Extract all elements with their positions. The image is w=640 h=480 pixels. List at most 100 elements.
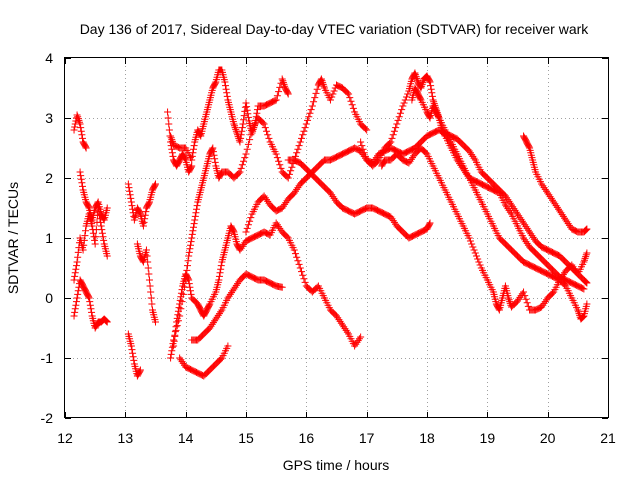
data-point — [317, 75, 325, 83]
data-point — [583, 225, 591, 233]
data-point — [419, 79, 427, 87]
data-point — [221, 82, 229, 90]
data-point — [427, 85, 435, 93]
data-point — [235, 169, 243, 177]
data-point — [523, 224, 531, 232]
data-point — [409, 154, 417, 162]
data-point — [304, 116, 312, 124]
data-point — [504, 205, 512, 213]
data-point — [186, 241, 194, 249]
data-point — [558, 211, 566, 219]
data-point — [341, 325, 349, 333]
y-axis-title: SDTVAR / TECUs — [5, 182, 21, 294]
data-point — [557, 209, 565, 217]
data-point — [465, 234, 473, 242]
data-point — [456, 160, 464, 168]
data-point — [102, 317, 110, 325]
data-point — [312, 89, 320, 97]
data-point — [176, 354, 184, 362]
x-tick-label: 14 — [178, 430, 194, 446]
data-point — [301, 278, 309, 286]
x-tick-label: 16 — [299, 430, 315, 446]
data-point — [142, 246, 150, 254]
series-arc-08 — [164, 108, 196, 176]
data-point — [140, 218, 148, 226]
data-point — [72, 301, 80, 309]
data-point — [300, 275, 308, 283]
data-point — [243, 106, 251, 114]
data-point — [411, 69, 419, 77]
data-point — [402, 93, 410, 101]
data-point — [568, 261, 576, 269]
data-point — [405, 159, 413, 167]
data-point — [238, 161, 246, 169]
data-point — [308, 102, 316, 110]
data-point — [329, 90, 337, 98]
data-point — [399, 102, 407, 110]
data-point — [85, 294, 93, 302]
data-point — [176, 300, 184, 308]
data-point — [284, 174, 292, 182]
data-point — [520, 288, 528, 296]
data-point — [186, 287, 194, 295]
data-point — [240, 157, 248, 165]
data-point — [426, 219, 434, 227]
data-point — [287, 167, 295, 175]
data-point — [217, 169, 225, 177]
data-point — [395, 113, 403, 121]
data-point — [318, 77, 326, 85]
data-point — [525, 143, 533, 151]
data-point — [103, 317, 111, 325]
data-point — [569, 263, 577, 271]
data-point — [173, 322, 181, 330]
data-point — [509, 203, 517, 211]
data-point — [388, 215, 396, 223]
data-point — [434, 113, 442, 121]
data-point — [555, 205, 563, 213]
data-point — [179, 359, 187, 367]
data-point — [398, 106, 406, 114]
data-point — [187, 238, 195, 246]
data-point — [70, 276, 78, 284]
data-point — [293, 149, 301, 157]
data-point — [517, 215, 525, 223]
data-point — [521, 292, 529, 300]
data-point — [387, 138, 395, 146]
data-point — [263, 127, 271, 135]
data-point — [79, 246, 87, 254]
data-point — [311, 94, 319, 102]
data-point — [186, 245, 194, 253]
data-point — [190, 223, 198, 231]
data-point — [141, 215, 149, 223]
data-point — [336, 317, 344, 325]
data-point — [271, 97, 279, 105]
data-point — [243, 103, 251, 111]
data-point — [361, 152, 369, 160]
data-point — [418, 82, 426, 90]
data-point — [298, 268, 306, 276]
data-point — [81, 232, 89, 240]
data-point — [251, 120, 259, 128]
data-point — [389, 131, 397, 139]
data-point — [514, 210, 521, 218]
data-point — [357, 138, 365, 146]
data-point — [296, 138, 304, 146]
data-point — [580, 285, 588, 293]
data-point — [343, 328, 351, 336]
data-point — [306, 109, 314, 117]
data-point — [328, 191, 336, 199]
data-point — [293, 185, 301, 193]
data-point — [520, 234, 528, 242]
data-point — [574, 308, 582, 316]
data-point — [523, 239, 531, 247]
data-point — [522, 223, 530, 231]
data-point — [507, 301, 515, 309]
data-point — [164, 114, 172, 122]
data-point — [524, 302, 532, 310]
data-point — [75, 118, 83, 126]
data-point — [353, 338, 361, 346]
data-point — [170, 336, 178, 344]
data-point — [217, 355, 225, 363]
data-point — [186, 283, 194, 291]
